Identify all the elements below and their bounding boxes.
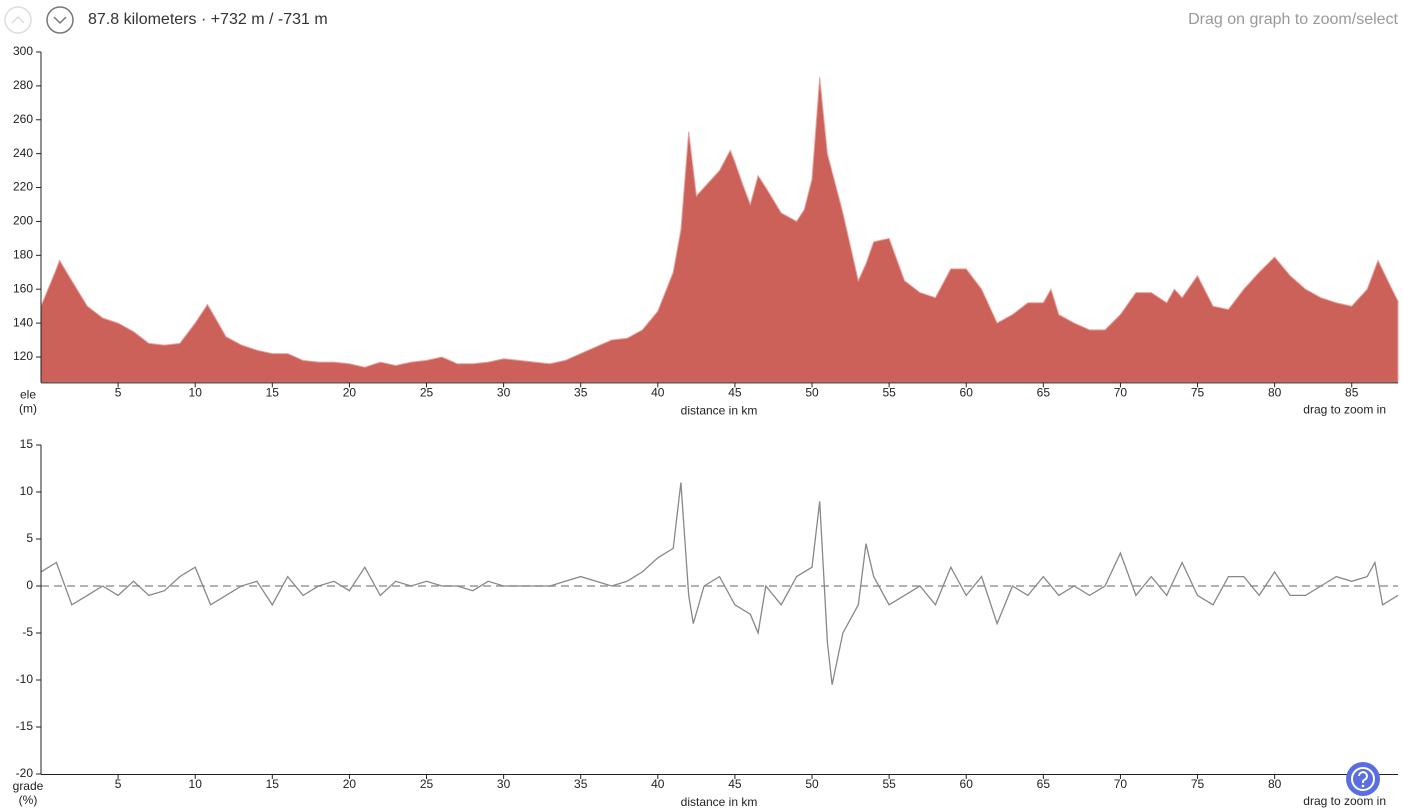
y-tick-label: 300 xyxy=(13,44,33,58)
x-tick-label: 25 xyxy=(420,777,434,791)
grade-line xyxy=(40,482,1399,685)
x-tick-label: 35 xyxy=(574,777,588,791)
y-tick-label: 5 xyxy=(26,531,33,545)
y-tick-label: 160 xyxy=(13,281,33,295)
x-tick-label: 60 xyxy=(960,777,974,791)
x-tick-label: 50 xyxy=(805,386,819,400)
x-tick-label: 10 xyxy=(189,777,203,791)
y-tick-label: 260 xyxy=(13,112,33,126)
help-button[interactable] xyxy=(1346,762,1380,796)
x-tick-label: 65 xyxy=(1037,386,1051,400)
y-axis-label: (m) xyxy=(19,402,37,416)
y-tick-label: 200 xyxy=(13,214,33,228)
x-tick-label: 55 xyxy=(882,386,896,400)
x-tick-label: 15 xyxy=(266,777,280,791)
x-tick-label: 20 xyxy=(343,386,357,400)
y-axis-label: grade xyxy=(13,779,44,793)
zoom-hint: drag to zoom in xyxy=(1303,403,1386,417)
x-tick-label: 45 xyxy=(728,386,742,400)
x-tick-label: 80 xyxy=(1268,386,1282,400)
y-tick-label: -15 xyxy=(16,719,34,733)
y-axis-label: ele xyxy=(20,388,36,402)
x-tick-label: 30 xyxy=(497,777,511,791)
x-tick-label: 5 xyxy=(115,777,122,791)
x-tick-label: 5 xyxy=(115,386,122,400)
y-tick-label: -5 xyxy=(22,625,33,639)
x-tick-label: 65 xyxy=(1037,777,1051,791)
elevation-area xyxy=(40,77,1399,383)
y-tick-label: 240 xyxy=(13,146,33,160)
zoom-hint: Drag on graph to zoom/select xyxy=(1188,11,1398,28)
x-tick-label: 85 xyxy=(1345,386,1359,400)
y-tick-label: 15 xyxy=(20,437,34,451)
route-summary: 87.8 kilometers · +732 m / -731 m xyxy=(88,11,328,28)
x-tick-label: 35 xyxy=(574,386,588,400)
y-tick-label: 280 xyxy=(13,78,33,92)
x-tick-label: 20 xyxy=(343,777,357,791)
y-tick-label: 10 xyxy=(20,484,34,498)
x-tick-label: 15 xyxy=(266,386,280,400)
x-tick-label: 25 xyxy=(420,386,434,400)
y-tick-label: 180 xyxy=(13,247,33,261)
collapse-button[interactable] xyxy=(4,6,32,34)
x-tick-label: 10 xyxy=(189,386,203,400)
y-tick-label: 0 xyxy=(26,578,33,592)
y-tick-label: 120 xyxy=(13,349,33,363)
x-tick-label: 30 xyxy=(497,386,511,400)
y-axis-label: (%) xyxy=(19,793,38,807)
x-tick-label: 40 xyxy=(651,777,665,791)
y-tick-label: -10 xyxy=(16,672,34,686)
x-tick-label: 70 xyxy=(1114,777,1128,791)
y-tick-label: -20 xyxy=(16,766,34,780)
x-tick-label: 45 xyxy=(728,777,742,791)
x-tick-label: 40 xyxy=(651,386,665,400)
y-tick-label: 220 xyxy=(13,180,33,194)
expand-button[interactable] xyxy=(46,6,74,34)
x-axis-label: distance in km xyxy=(681,795,758,809)
zoom-hint: drag to zoom in xyxy=(1303,794,1386,808)
y-tick-label: 140 xyxy=(13,315,33,329)
x-tick-label: 80 xyxy=(1268,777,1282,791)
x-tick-label: 70 xyxy=(1114,386,1128,400)
x-axis-label: distance in km xyxy=(681,404,758,418)
x-tick-label: 60 xyxy=(960,386,974,400)
x-tick-label: 50 xyxy=(805,777,819,791)
x-tick-label: 75 xyxy=(1191,777,1205,791)
x-tick-label: 75 xyxy=(1191,386,1205,400)
x-tick-label: 55 xyxy=(882,777,896,791)
